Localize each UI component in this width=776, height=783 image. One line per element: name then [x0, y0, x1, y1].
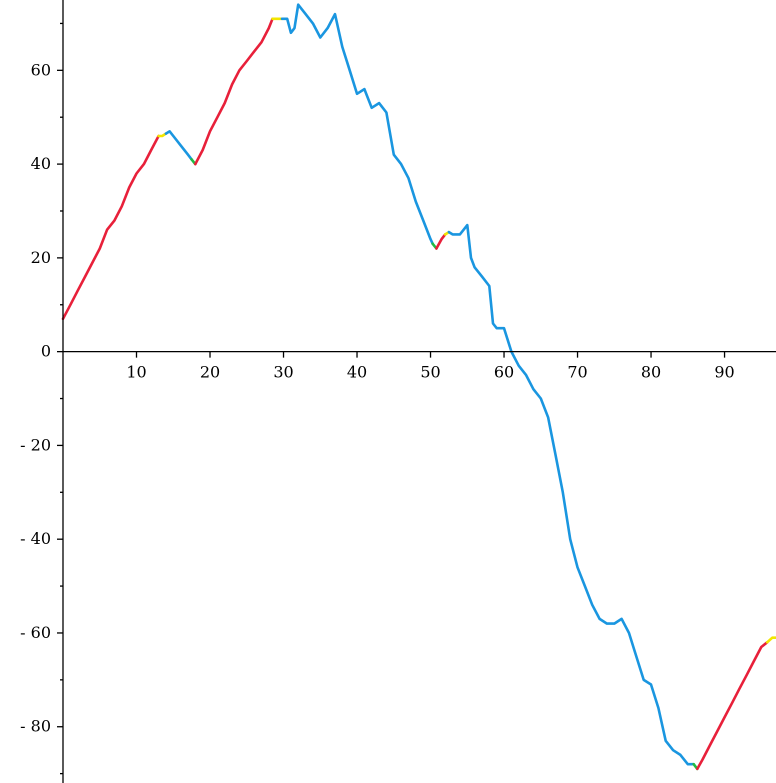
y-tick-label: - 80	[20, 717, 51, 736]
y-tick-label: - 20	[20, 435, 51, 454]
series-layer	[61, 3, 776, 771]
x-tick-label: 20	[200, 363, 220, 382]
y-tick-label: 40	[31, 154, 51, 173]
x-tick-label: 30	[273, 363, 293, 382]
x-tick-label: 90	[714, 363, 734, 382]
x-tick-label: 80	[641, 363, 661, 382]
series-line-segment-red	[695, 640, 769, 771]
series-line-segment-yellow	[157, 132, 168, 138]
y-tick-label: 60	[31, 60, 51, 79]
x-tick-label: 10	[126, 363, 146, 382]
y-tick-label: - 60	[20, 623, 51, 642]
series-line-segment-blue	[164, 130, 193, 161]
y-tick-label: 0	[41, 342, 51, 361]
series-line-segment-red	[61, 134, 160, 321]
y-tick-label: - 40	[20, 529, 51, 548]
series-line-segment-blue	[447, 223, 696, 766]
x-tick-label: 40	[347, 363, 367, 382]
series-line-segment-red	[194, 17, 274, 166]
series-line-segment-blue	[280, 3, 435, 246]
series-line-segment-yellow	[765, 636, 776, 644]
tick-layer: 10 20 30 40 50 60 70 80 90 60 40 20 0 - 20 - 40 - 60 - 8…	[20, 22, 735, 775]
series-line-segment-red	[435, 233, 447, 250]
x-tick-label: 70	[567, 363, 587, 382]
x-tick-label: 50	[420, 363, 440, 382]
y-tick-label: 20	[31, 248, 51, 267]
x-tick-label: 60	[494, 363, 514, 382]
